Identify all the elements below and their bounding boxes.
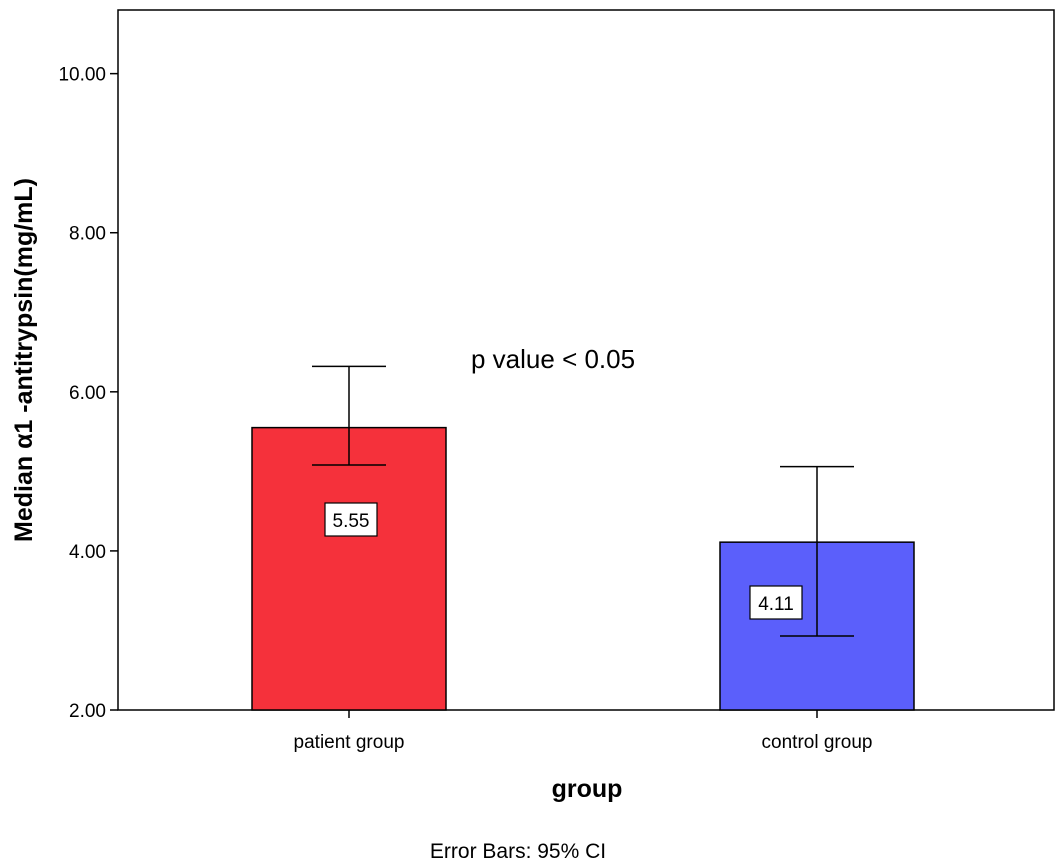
y-tick-label: 10.00 xyxy=(58,65,106,86)
x-axis-title: group xyxy=(552,775,623,803)
error-bars-footnote: Error Bars: 95% CI xyxy=(430,840,606,863)
x-axis: patient group control group xyxy=(294,710,873,753)
y-tick-label: 6.00 xyxy=(69,383,106,404)
bars: 5.55 4.11 xyxy=(251,365,915,711)
y-tick-label: 8.00 xyxy=(69,224,106,245)
data-label: 4.11 xyxy=(758,594,794,615)
bar-patient-group xyxy=(251,426,447,711)
y-axis-title: Median α1 -antitrypsin(mg/mL) xyxy=(10,178,38,542)
x-tick-label: patient group xyxy=(294,732,405,753)
p-value-annotation: p value < 0.05 xyxy=(471,344,635,374)
x-tick-label: control group xyxy=(762,732,873,753)
y-axis: 2.00 4.00 6.00 8.00 10.00 xyxy=(58,65,118,722)
y-tick-label: 2.00 xyxy=(69,701,106,722)
data-label-box xyxy=(749,585,803,620)
data-label-box xyxy=(324,502,378,537)
y-tick-label: 4.00 xyxy=(69,542,106,563)
data-label: 5.55 xyxy=(333,511,370,532)
